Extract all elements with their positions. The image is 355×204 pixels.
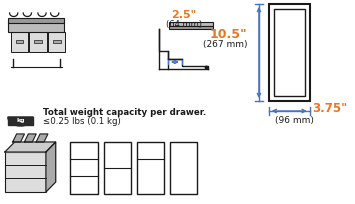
Bar [269,5,310,102]
Polygon shape [24,134,36,142]
Text: 2.5": 2.5" [171,10,196,20]
Bar [137,142,164,194]
Bar [8,118,33,125]
Polygon shape [36,134,48,142]
Text: ≤0.25 lbs (0.1 kg): ≤0.25 lbs (0.1 kg) [43,117,121,126]
Text: (267 mm): (267 mm) [203,40,247,49]
Polygon shape [46,142,56,192]
Polygon shape [13,134,24,142]
Bar [104,142,131,194]
Bar [8,19,65,24]
Bar [53,41,61,44]
Text: kg: kg [16,118,25,123]
Bar [169,27,213,30]
Text: 3.75": 3.75" [313,102,348,115]
Bar [11,33,28,53]
Polygon shape [8,118,33,126]
Bar [16,41,23,44]
Text: (96 mm): (96 mm) [275,116,313,125]
Bar [5,152,46,192]
Text: Total weight capacity per drawer.: Total weight capacity per drawer. [43,108,206,117]
Text: (64 mm): (64 mm) [166,19,202,28]
Bar [48,33,65,53]
Polygon shape [5,142,56,152]
Text: 10.5": 10.5" [209,28,247,41]
Bar [170,142,197,194]
Bar [34,41,42,44]
Bar [70,142,98,194]
Bar [8,23,65,33]
Bar [29,33,47,53]
Bar [169,23,213,27]
Text: LB: LB [16,111,25,116]
Bar [274,10,305,96]
